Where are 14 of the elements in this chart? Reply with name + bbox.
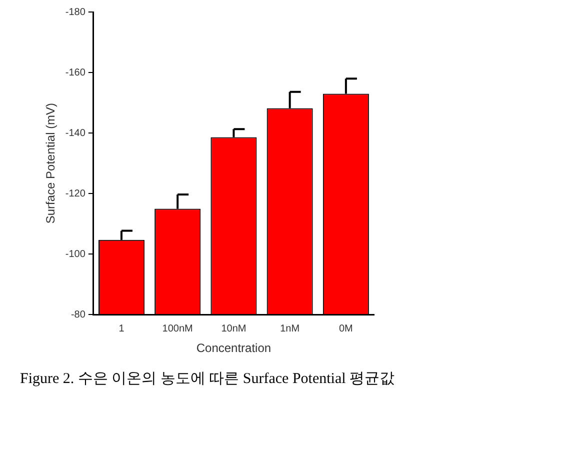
y-tick-label: -140 [65, 128, 86, 139]
x-tick-label: 1 [118, 323, 125, 334]
y-tick-label: -180 [65, 6, 86, 18]
caption: Figure 2. 수은 이온의 농도에 따른 Surface Potential 평균값 [20, 370, 396, 389]
x-tick-label: 10nM [221, 323, 246, 334]
y-tick-label: -80 [70, 309, 86, 320]
y-tick-label: -160 [65, 67, 86, 78]
x-tick-label: 1nM [280, 323, 300, 334]
x-tick-label: 100nM [162, 323, 193, 334]
y-axis-title: Surface Potential (mV) [44, 102, 58, 224]
x-tick-label: 0M [338, 323, 353, 334]
y-tick-label: -100 [65, 248, 86, 260]
x-axis-title: Concentration [196, 341, 272, 356]
y-tick-label: -120 [65, 188, 86, 200]
